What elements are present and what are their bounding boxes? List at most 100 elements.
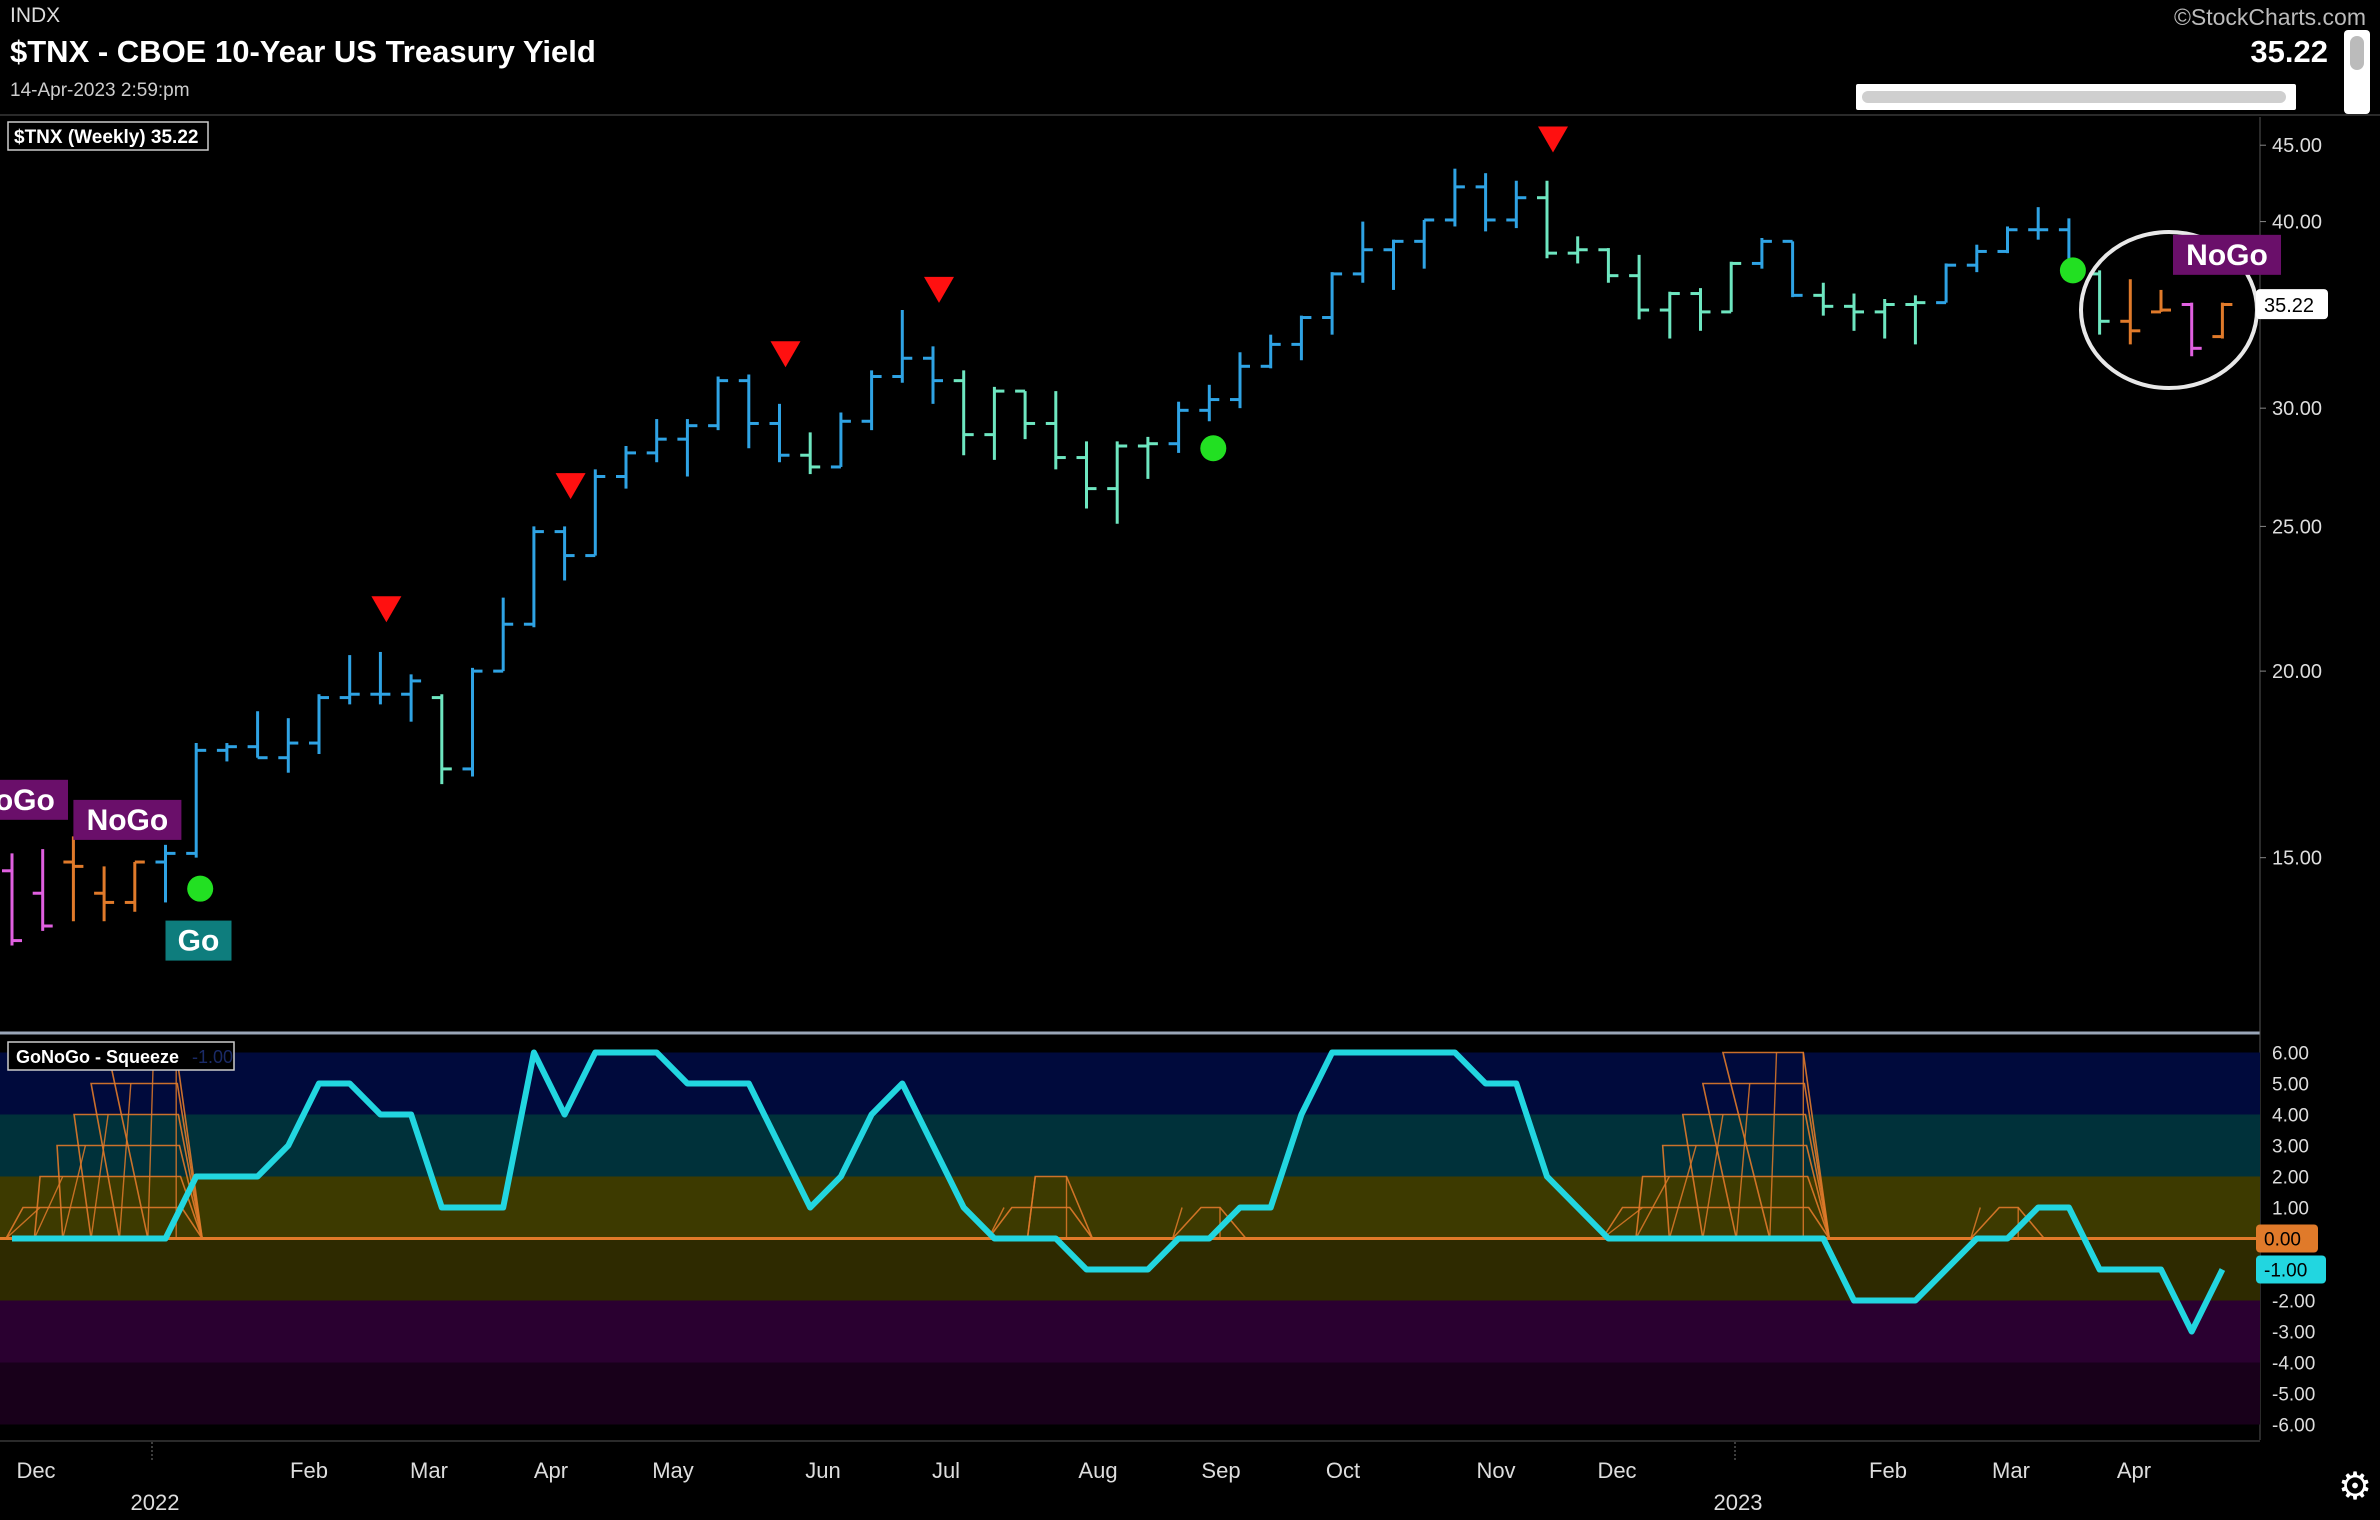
price-bar (585, 469, 606, 558)
price-bar (247, 711, 268, 760)
nogo-label: NoGo (2173, 234, 2281, 275)
x-axis-month-label: Feb (290, 1458, 328, 1483)
squeeze-climax-rib (1970, 1207, 1981, 1239)
squeeze-line (12, 1049, 2226, 1335)
x-axis-month-label: Nov (1476, 1458, 1515, 1483)
squeeze-y-tick-label: -2.00 (2272, 1292, 2315, 1313)
squeeze-last-value-label: -1.00 (2264, 1261, 2307, 1282)
price-legend-box (7, 121, 209, 151)
x-axis-month-label: Oct (1326, 1458, 1360, 1483)
vertical-scrollbar-thumb[interactable] (2350, 36, 2364, 70)
last-price-tag-label: 35.22 (2264, 295, 2314, 317)
squeeze-climax-step (73, 1113, 203, 1239)
price-bar (1751, 238, 1772, 269)
squeeze-climax-step (33, 1175, 203, 1239)
squeeze-bands (0, 1052, 2260, 1425)
price-bar (1506, 180, 1527, 229)
price-bar (1905, 295, 1926, 345)
squeeze-climax-rib (90, 1114, 109, 1239)
price-y-tick-label: 20.00 (2272, 661, 2322, 683)
squeeze-legend: GoNoGo - Squeeze (16, 1047, 179, 1067)
nogo-label: NoGo (73, 799, 182, 840)
price-bar (1322, 272, 1343, 335)
squeeze-climax-rib (1769, 1052, 1778, 1239)
squeeze-band (0, 1300, 2260, 1363)
squeeze-y-tick-label: 4.00 (2272, 1106, 2309, 1127)
annotation-text: Go (178, 925, 220, 958)
price-bar (2151, 289, 2171, 314)
price-bar (830, 412, 851, 469)
go-trend-dot (2059, 257, 2086, 284)
squeeze-climax-zone (1970, 1206, 2045, 1240)
squeeze-climax-rib (1026, 1176, 1036, 1239)
price-bar (1629, 254, 1650, 320)
squeeze-y-tick-label: 5.00 (2272, 1075, 2309, 1096)
price-bar (1721, 261, 1742, 314)
squeeze-climax-step (1721, 1051, 1831, 1239)
price-bar (2028, 207, 2049, 240)
price-bar (554, 526, 575, 581)
nogo-triangle-marker (1538, 126, 1568, 153)
x-axis-month-label: Dec (16, 1458, 55, 1483)
price-bar (1874, 298, 1895, 339)
nogo-triangle-marker (555, 473, 586, 500)
range-scrollbar-thumb[interactable] (1862, 91, 2286, 103)
nogo-triangle-marker (924, 276, 954, 303)
price-bar (769, 403, 790, 463)
price-legend: $TNX (Weekly) 35.22 (14, 127, 198, 148)
price-bar (708, 376, 729, 431)
squeeze-climax-step (987, 1206, 1094, 1239)
go-trend-dot (1200, 435, 1227, 462)
last-value: 35.22 (2250, 34, 2328, 69)
price-bar (1076, 441, 1097, 509)
squeeze-legend-box (7, 1041, 235, 1071)
price-bar (1383, 239, 1404, 290)
squeeze-last-value-box (2256, 1255, 2326, 1284)
squeeze-y-tick-label: -5.00 (2272, 1385, 2315, 1406)
nogo-triangle-marker (770, 341, 801, 368)
price-bar (1782, 239, 1803, 298)
price-bar (94, 866, 115, 922)
brand-link[interactable]: ©StockCharts.com (2173, 4, 2366, 30)
squeeze-climax-rib (1668, 1145, 1697, 1239)
price-bar (1567, 236, 1588, 264)
price-bar (1598, 248, 1619, 283)
squeeze-y-axis: 6.00 5.00 4.00 3.00 2.00 1.00 -2.00 -3.00 -4.00 -… (2272, 1044, 2315, 1437)
price-bar (2181, 302, 2202, 357)
price-bar (155, 844, 176, 903)
x-axis-month-label: Aug (1078, 1458, 1117, 1483)
price-bar (216, 743, 237, 762)
x-axis-month-label: Apr (2117, 1458, 2151, 1483)
squeeze-climax-zone (1171, 1206, 1247, 1240)
squeeze-climax-step (5, 1206, 203, 1239)
price-bar (2212, 302, 2233, 339)
squeeze-y-tick-label: -6.00 (2272, 1416, 2315, 1437)
chart-title: $TNX - CBOE 10-Year US Treasury Yield (10, 34, 596, 69)
price-bar (1015, 389, 1036, 440)
price-y-tick-label: 30.00 (2272, 398, 2322, 420)
x-axis-year-label: 2022 (131, 1490, 180, 1515)
squeeze-climax-zone (1601, 1051, 1831, 1240)
price-bar (861, 370, 882, 431)
price-bar (1230, 352, 1250, 409)
price-bar (1813, 282, 1834, 316)
price-bar (523, 526, 544, 628)
price-bar (370, 651, 391, 705)
price-bar (2120, 279, 2141, 345)
price-bar (1936, 263, 1957, 305)
squeeze-band (0, 1114, 2260, 1177)
squeeze-y-tick-label: -4.00 (2272, 1354, 2315, 1375)
price-bar (1045, 391, 1066, 470)
price-bar (1444, 168, 1465, 227)
gear-icon[interactable]: ⚙ (2338, 1466, 2373, 1508)
squeeze-band (0, 1362, 2260, 1425)
price-bar (953, 370, 974, 456)
squeeze-y-tick-label: 6.00 (2272, 1044, 2309, 1065)
price-bar (1966, 244, 1987, 273)
price-bars (2, 168, 2233, 946)
zero-value-label: 0.00 (2264, 1230, 2301, 1251)
x-axis-month-label: Mar (410, 1458, 448, 1483)
price-bar (646, 419, 667, 463)
annotation-text: NoGo (2186, 239, 2268, 272)
x-axis-month-label: Mar (1992, 1458, 2030, 1483)
